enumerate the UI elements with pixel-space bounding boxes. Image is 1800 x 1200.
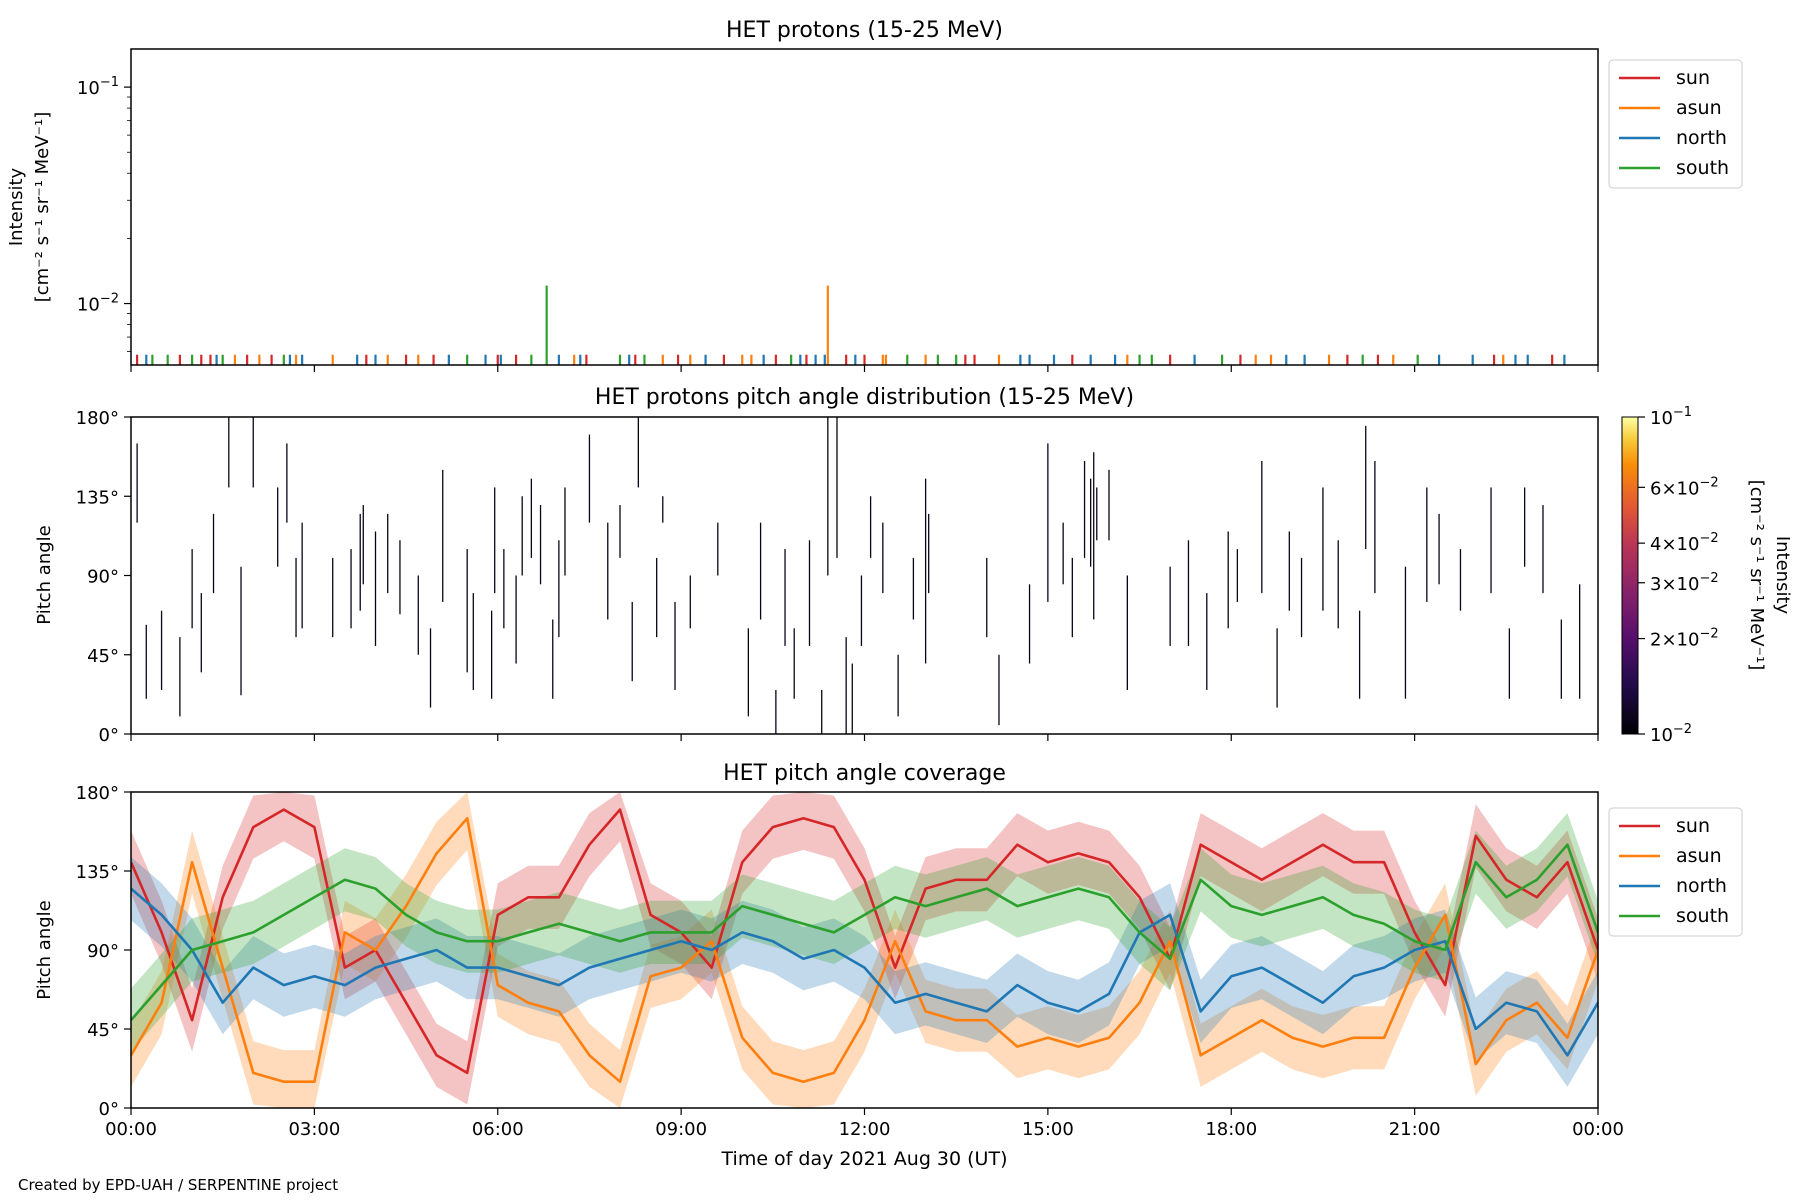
colorbar-ticks: 10−1 6×10−2 4×10−2 3×10−2 2×10−2 10−2 xyxy=(1638,405,1719,746)
colorbar-label-line2: [cm⁻² s⁻¹ sr⁻¹ MeV⁻¹] xyxy=(1746,480,1767,671)
panel1-x-ticks xyxy=(130,365,1599,372)
coverage-band-sun xyxy=(131,792,1598,1105)
legend-label-asun: asun xyxy=(1676,845,1722,867)
colorbar-tick-label: 6×10−2 xyxy=(1650,475,1719,499)
y-tick-label: 135° xyxy=(76,862,119,883)
x-tick-label: 21:00 xyxy=(1389,1119,1441,1140)
y-tick-label: 90° xyxy=(87,941,119,962)
x-tick-label: 18:00 xyxy=(1205,1119,1257,1140)
x-tick-label: 00:00 xyxy=(105,1119,157,1140)
panel2-ylabel: Pitch angle xyxy=(34,525,55,624)
panel1-ylabel-line2: [cm⁻² s⁻¹ sr⁻¹ MeV⁻¹] xyxy=(32,112,53,303)
y-tick-label: 180° xyxy=(76,408,119,429)
coverage-line-asun xyxy=(131,817,1598,1083)
panel2-x-ticks xyxy=(130,734,1599,741)
x-tick-label: 12:00 xyxy=(839,1119,891,1140)
colorbar-tick-label: 2×10−2 xyxy=(1650,627,1719,651)
panel1-frame xyxy=(130,48,1599,366)
x-tick-label: 00:00 xyxy=(1572,1119,1624,1140)
panel1-title: HET protons (15-25 MeV) xyxy=(726,18,1003,43)
panel2-title: HET protons pitch angle distribution (15… xyxy=(595,385,1134,410)
intensity-y-axis: 10−2 10−1 xyxy=(77,75,131,352)
colorbar-label-line1: Intensity xyxy=(1772,536,1793,615)
x-tick-label: 06:00 xyxy=(472,1119,524,1140)
y-tick-label: 10−2 xyxy=(77,292,119,316)
panel3-ylabel: Pitch angle xyxy=(34,900,55,999)
panel3-title: HET pitch angle coverage xyxy=(723,761,1006,786)
distribution-y-axis: 0° 45° 90° 135° 180° xyxy=(76,408,131,746)
legend-label-sun: sun xyxy=(1676,67,1710,89)
y-tick-label: 0° xyxy=(99,1099,119,1120)
legend-panel3: sun asun north south xyxy=(1608,807,1743,937)
coverage-band-north xyxy=(131,857,1598,1087)
legend-panel1: sun asun north south xyxy=(1608,59,1743,189)
distribution-plot-area xyxy=(136,417,1581,734)
legend-label-north: north xyxy=(1676,127,1727,149)
legend-label-south: south xyxy=(1676,905,1729,927)
panel1-ylabel-line1: Intensity xyxy=(6,167,27,246)
panel-intensity: HET protons (15-25 MeV) 10−2 10−1 Intensi… xyxy=(6,18,1743,372)
coverage-band-asun xyxy=(131,792,1598,1108)
coverage-band-south xyxy=(131,813,1598,1052)
credit-text: Created by EPD-UAH / SERPENTINE project xyxy=(18,1176,339,1194)
intensity-plot-area xyxy=(136,285,1566,365)
coverage-plot-area xyxy=(131,792,1598,1108)
coverage-y-axis: 0° 45° 90° 135° 180° xyxy=(76,783,131,1120)
y-tick-label: 45° xyxy=(87,1020,119,1041)
y-tick-label: 90° xyxy=(87,567,119,588)
y-tick-label: 45° xyxy=(87,646,119,667)
panel-pitch-angle-coverage: HET pitch angle coverage 0° 45° 90° 135° 180… xyxy=(34,761,1743,1170)
legend-box xyxy=(1608,59,1743,189)
x-tick-label: 15:00 xyxy=(1022,1119,1074,1140)
coverage-line-north xyxy=(131,887,1598,1057)
colorbar-tick-label: 10−2 xyxy=(1650,722,1692,746)
y-tick-label: 180° xyxy=(76,783,119,804)
legend-label-north: north xyxy=(1676,875,1727,897)
y-tick-label: 135° xyxy=(76,487,119,508)
coverage-line-south xyxy=(131,843,1598,1022)
x-tick-label: 09:00 xyxy=(655,1119,707,1140)
y-tick-label: 0° xyxy=(99,725,119,746)
x-axis-label: Time of day 2021 Aug 30 (UT) xyxy=(721,1148,1008,1170)
y-tick-label: 10−1 xyxy=(77,75,119,99)
legend-label-asun: asun xyxy=(1676,97,1722,119)
colorbar-tick-label: 4×10−2 xyxy=(1650,531,1719,555)
colorbar xyxy=(1621,416,1639,735)
panel-pitch-angle-distribution: HET protons pitch angle distribution (15… xyxy=(34,385,1793,746)
legend-box xyxy=(1608,807,1743,937)
x-tick-label: 03:00 xyxy=(288,1119,340,1140)
legend-label-sun: sun xyxy=(1676,815,1710,837)
panel3-x-ticks: 00:00 03:00 06:00 09:00 12:00 15:00 18:00 21:00… xyxy=(105,1108,1624,1140)
colorbar-tick-label: 3×10−2 xyxy=(1650,571,1719,595)
colorbar-tick-label: 10−1 xyxy=(1650,405,1692,429)
legend-label-south: south xyxy=(1676,157,1729,179)
